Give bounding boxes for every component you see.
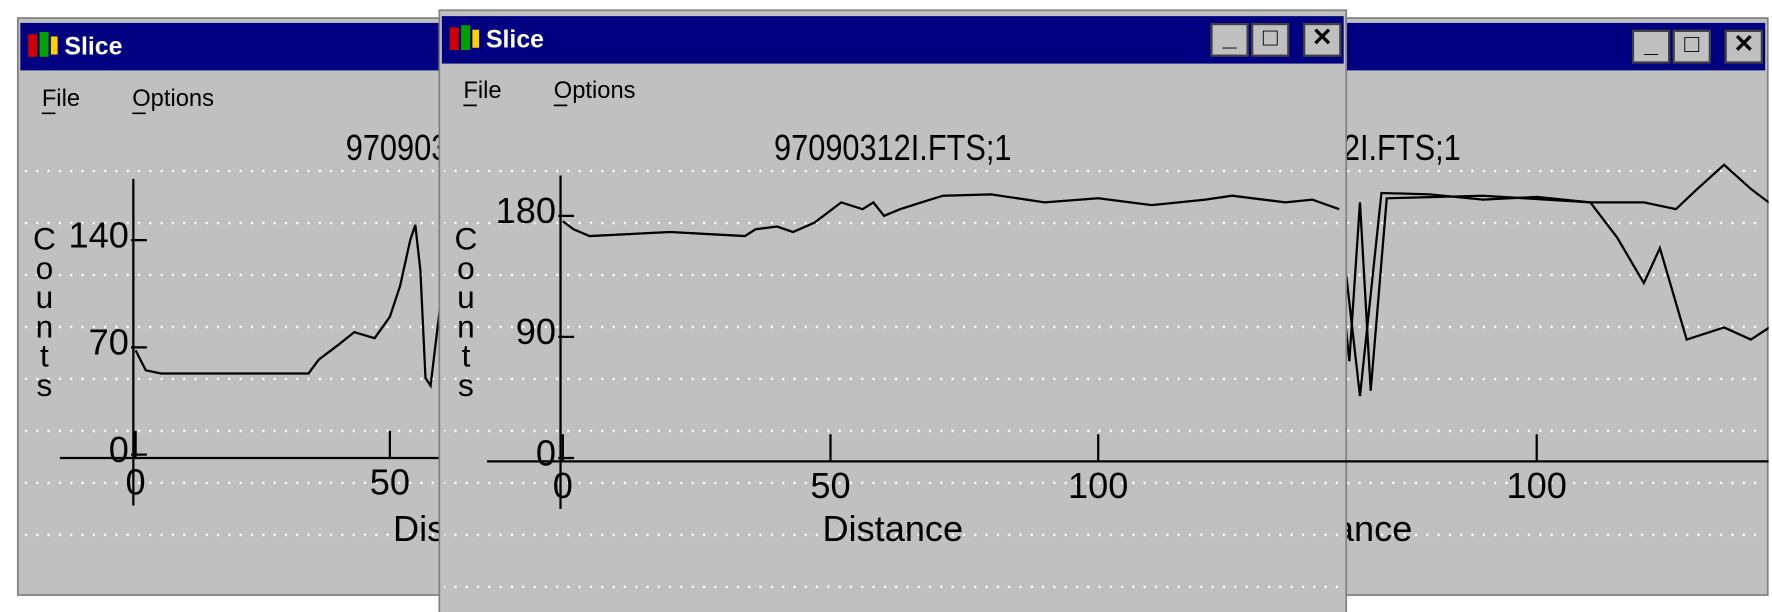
window-button-glyph: _ <box>1222 23 1238 51</box>
y-tick-label: 180 <box>496 190 556 231</box>
y-tick-label: 0 <box>536 432 556 473</box>
window-button-glyph: □ <box>1263 23 1278 51</box>
x-tick-label: 100 <box>1068 465 1128 506</box>
x-tick-label: 50 <box>810 465 850 506</box>
y-tick-label: 0 <box>109 429 129 470</box>
app-icon <box>450 27 459 50</box>
screen: SliceFileOptions97090311I.FTS;1CountsDis… <box>0 0 1772 612</box>
window-button-glyph: ✕ <box>1312 23 1333 51</box>
x-tick-label: 100 <box>1507 465 1567 506</box>
app-icon <box>28 34 37 57</box>
menu-item[interactable]: Options <box>132 86 214 112</box>
window-title: Slice <box>486 26 544 54</box>
y-axis-label: Counts <box>26 221 62 396</box>
window: Slice _ □ ✕ File Options 97090312I.FTS;1 Counts… <box>438 9 1347 612</box>
app-icon <box>40 32 49 57</box>
menu-item[interactable]: File <box>42 86 80 112</box>
window-button-glyph: □ <box>1684 30 1699 58</box>
y-axis-label: Counts <box>448 221 484 396</box>
menu-item[interactable]: Options <box>554 78 636 104</box>
x-axis-label: Distance <box>822 508 963 549</box>
window-button-glyph: ✕ <box>1733 30 1754 58</box>
y-tick-label: 140 <box>69 214 129 255</box>
window-button-glyph: _ <box>1643 30 1659 58</box>
window-title: Slice <box>64 32 122 60</box>
x-tick-label: 50 <box>370 462 410 503</box>
app-icon <box>472 30 479 48</box>
title-bar <box>442 16 1344 63</box>
app-icon <box>461 25 470 50</box>
y-tick-label: 90 <box>516 311 556 352</box>
app-icon <box>51 36 58 54</box>
y-tick-label: 70 <box>89 322 129 363</box>
chart-title: 97090312I.FTS;1 <box>774 129 1011 169</box>
menu-item[interactable]: File <box>463 78 501 104</box>
